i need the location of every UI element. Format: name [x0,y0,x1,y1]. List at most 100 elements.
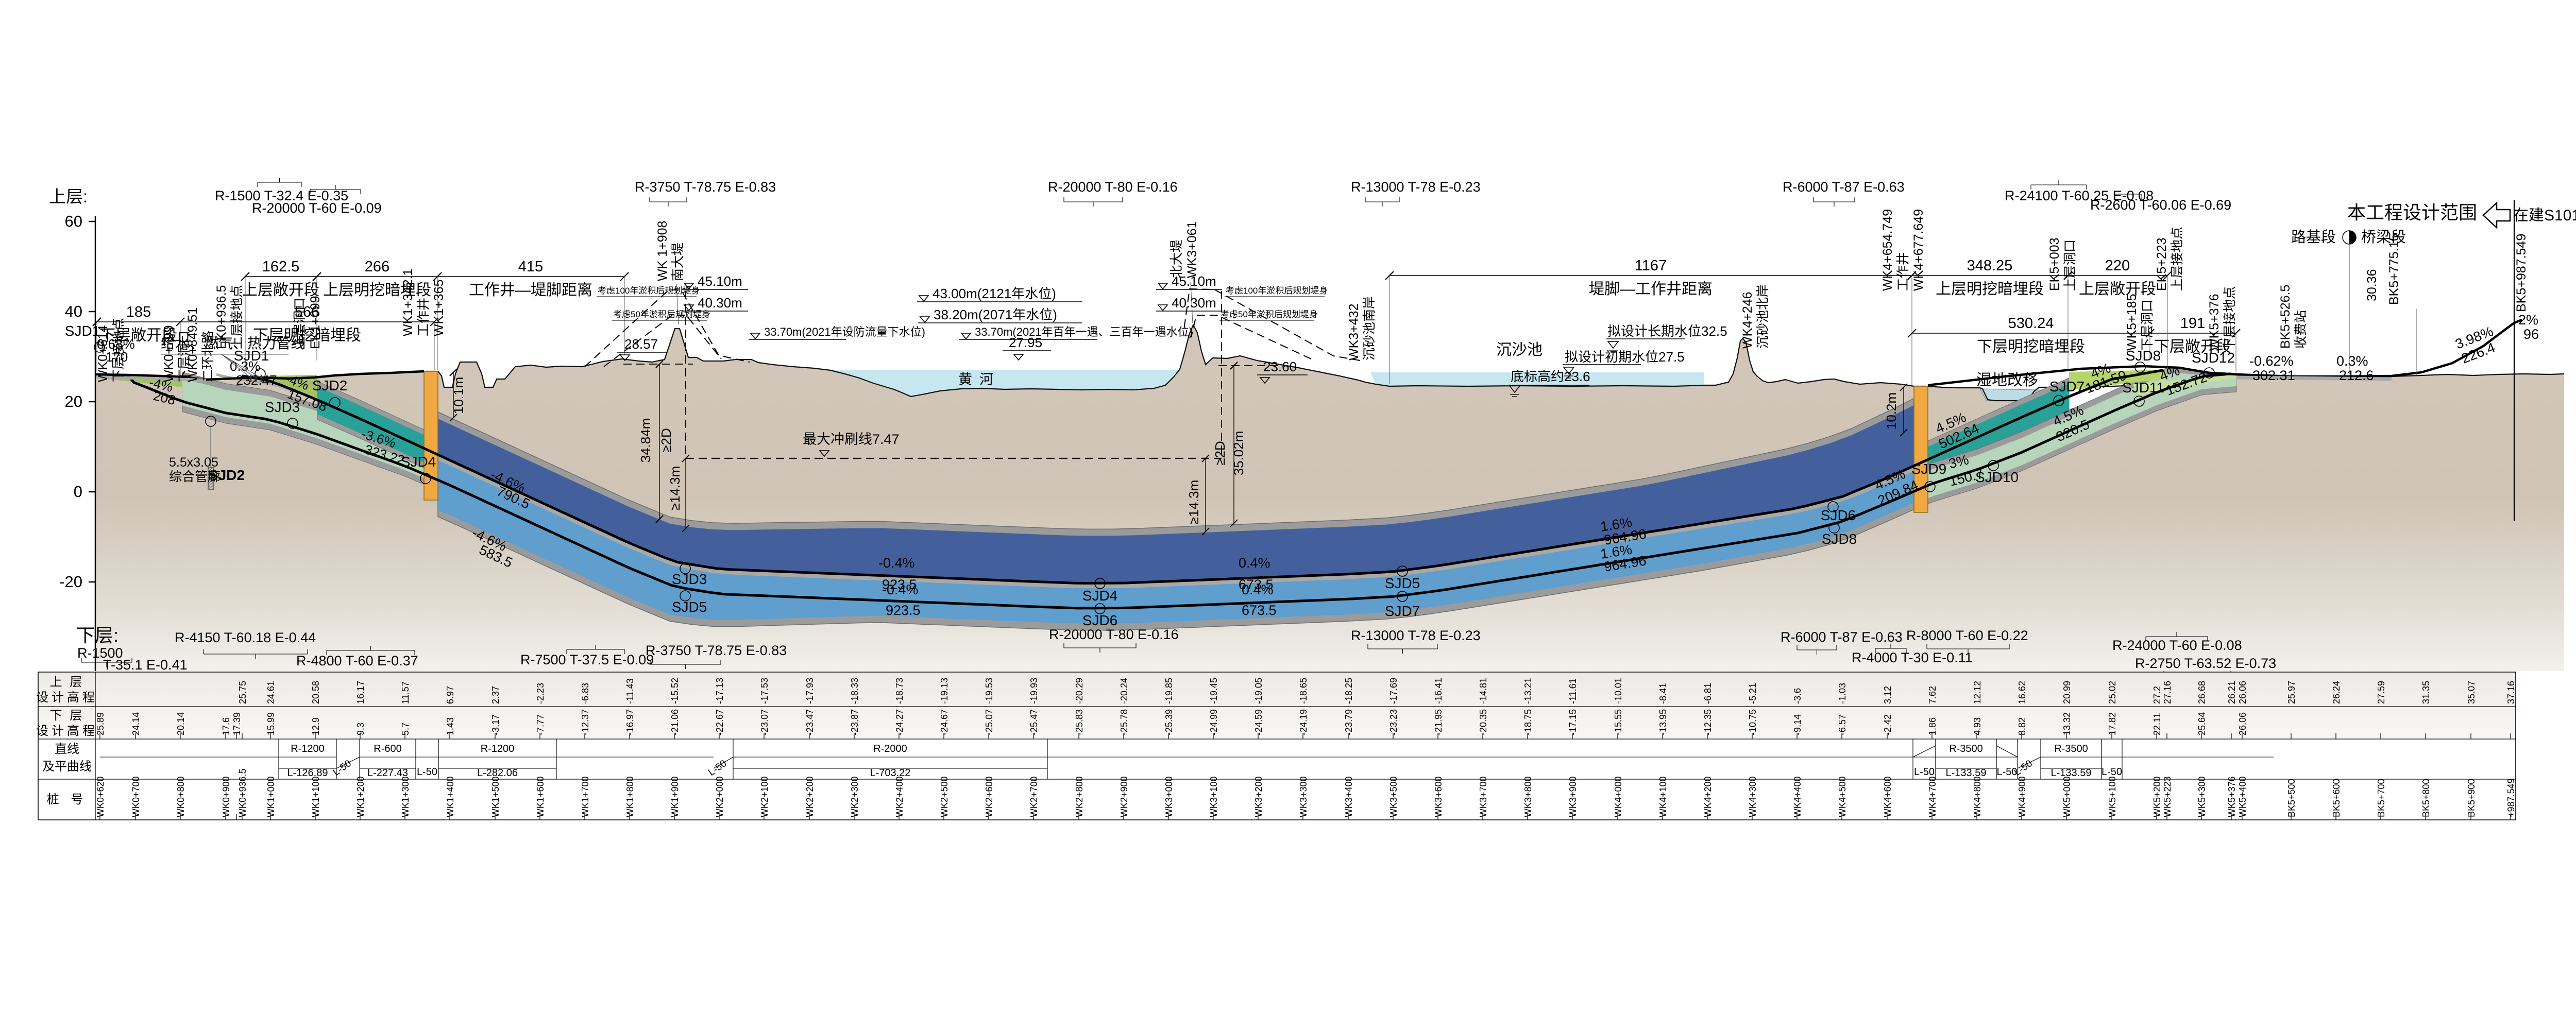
svg-text:-18.75: -18.75 [1523,709,1533,735]
svg-text:L-50: L-50 [1914,766,1935,778]
svg-text:26.06: 26.06 [2238,712,2248,735]
svg-text:212.6: 212.6 [2339,368,2374,383]
svg-text:WK1+700: WK1+700 [580,776,590,817]
svg-text:-20.29: -20.29 [1074,678,1084,704]
svg-text:R-1500 T-32.4 E-0.35: R-1500 T-32.4 E-0.35 [215,188,348,203]
svg-text:33.70m(2021年设防流量下水位): 33.70m(2021年设防流量下水位) [764,325,925,338]
svg-text:348.25: 348.25 [1967,258,2013,274]
svg-text:-25.78: -25.78 [1119,709,1129,735]
svg-text:-11.43: -11.43 [625,678,635,704]
svg-text:170: 170 [106,349,128,365]
svg-text:WK1+400: WK1+400 [445,776,455,817]
svg-text:WK3+200: WK3+200 [1253,776,1264,817]
svg-text:-24.27: -24.27 [894,709,905,735]
svg-text:13.32: 13.32 [2062,712,2072,735]
svg-text:WK4+800: WK4+800 [1972,776,1982,817]
svg-text:SJD5: SJD5 [1385,575,1420,591]
svg-text:黄河: 黄河 [958,372,1001,387]
svg-text:BK5+987.549: BK5+987.549 [2514,234,2529,312]
svg-text:WK2+700: WK2+700 [1029,776,1039,817]
svg-text:L-50: L-50 [2102,766,2122,778]
svg-text:WK5+200: WK5+200 [2152,776,2162,817]
svg-text:1167: 1167 [1635,258,1667,274]
svg-text:415: 415 [518,259,543,275]
svg-text:SJD4: SJD4 [1082,588,1117,604]
svg-text:上层接地点: 上层接地点 [2170,227,2184,291]
svg-text:2.37: 2.37 [490,686,501,704]
svg-text:路基段: 路基段 [2291,229,2336,246]
svg-text:WK5+376: WK5+376 [2207,294,2222,351]
svg-text:桩 号: 桩 号 [47,793,88,806]
svg-text:191: 191 [2180,315,2205,332]
svg-text:工作井—堤脚距离: 工作井—堤脚距离 [469,282,592,299]
svg-text:SJD2: SJD2 [209,467,245,483]
svg-text:23.60: 23.60 [1263,359,1297,374]
svg-text:WK3+432: WK3+432 [1347,304,1361,361]
svg-text:L-50: L-50 [1996,766,2017,778]
svg-text:L-133.59: L-133.59 [1946,767,1987,779]
svg-text:-24.59: -24.59 [1253,709,1264,735]
svg-text:考虑50年淤积后规划堤身: 考虑50年淤积后规划堤身 [1221,310,1318,319]
svg-text:WK2+500: WK2+500 [939,776,950,817]
svg-text:-6.83: -6.83 [580,683,590,704]
svg-text:-0.4%: -0.4% [878,555,915,571]
svg-text:302.31: 302.31 [2252,368,2295,383]
svg-text:直线: 直线 [55,742,79,756]
svg-text:-20: -20 [59,573,82,591]
svg-text:BK5+775.15: BK5+775.15 [2387,234,2401,305]
svg-text:L-50: L-50 [706,758,728,778]
svg-text:上层接地点: 上层接地点 [230,285,244,349]
svg-text:-17.15: -17.15 [1568,709,1578,735]
svg-text:673.5: 673.5 [1242,603,1277,618]
svg-text:北大堤: 北大堤 [1170,239,1184,278]
svg-text:R-20000 T-80 E-0.16: R-20000 T-80 E-0.16 [1049,627,1179,642]
svg-text:566: 566 [295,304,319,320]
svg-text:26.24: 26.24 [2331,681,2342,704]
svg-text:WK0+620: WK0+620 [95,776,106,817]
svg-text:WK2+000: WK2+000 [715,776,725,817]
svg-text:SJD2: SJD2 [312,377,347,393]
svg-text:26.06: 26.06 [2238,681,2248,704]
svg-text:R-3500: R-3500 [1949,743,1983,754]
svg-text:-8.41: -8.41 [1658,683,1668,704]
svg-text:WK0+900: WK0+900 [221,776,231,817]
svg-text:0.3%: 0.3% [2336,353,2368,369]
svg-text:WK0+799: WK0+799 [162,325,176,383]
svg-text:下层洞口: 下层洞口 [177,331,192,382]
svg-text:R-13000 T-78 E-0.23: R-13000 T-78 E-0.23 [1351,628,1481,643]
svg-text:-15.52: -15.52 [670,678,680,704]
svg-text:WK0+800: WK0+800 [176,776,186,817]
svg-text:12.9: 12.9 [311,717,321,735]
svg-text:-2.42: -2.42 [1883,714,1893,735]
svg-text:25.89: 25.89 [95,712,106,735]
svg-text:SJD10: SJD10 [1975,469,2019,485]
svg-text:SJD8: SJD8 [2126,348,2161,364]
svg-text:南大堤: 南大堤 [671,243,685,281]
svg-text:-10.75: -10.75 [1748,709,1758,735]
svg-text:-12.37: -12.37 [580,709,590,735]
svg-text:25.75: 25.75 [238,681,248,704]
svg-text:WK1+342.1: WK1+342.1 [401,269,415,336]
svg-text:-13.21: -13.21 [1523,678,1533,704]
svg-text:设计高程: 设计高程 [36,724,98,738]
svg-text:24.14: 24.14 [131,712,141,735]
svg-text:R-3750 T-78.75 E-0.83: R-3750 T-78.75 E-0.83 [646,643,787,658]
svg-text:+987.549: +987.549 [2506,778,2516,817]
svg-text:上层敞开段: 上层敞开段 [2079,281,2156,298]
svg-text:WK2+200: WK2+200 [805,776,815,817]
svg-text:WK 1+908: WK 1+908 [655,221,670,281]
svg-text:WK3+400: WK3+400 [1344,776,1354,817]
svg-text:45.10m: 45.10m [698,273,742,289]
svg-text:EK5+223: EK5+223 [2155,237,2169,291]
svg-text:-19.53: -19.53 [984,678,994,704]
svg-text:考虑100年淤积后规划堤身: 考虑100年淤积后规划堤身 [598,286,700,296]
svg-text:R-20000 T-60 E-0.09: R-20000 T-60 E-0.09 [252,200,382,216]
svg-text:9.3: 9.3 [355,723,366,735]
svg-text:WK3+600: WK3+600 [1433,776,1444,817]
svg-text:20.99: 20.99 [2062,681,2072,704]
svg-text:96: 96 [2523,327,2539,342]
svg-text:-19.05: -19.05 [1253,678,1264,704]
svg-text:-10.01: -10.01 [1613,678,1623,704]
svg-text:综合管廊: 综合管廊 [169,470,221,484]
svg-text:-7.77: -7.77 [535,714,546,735]
